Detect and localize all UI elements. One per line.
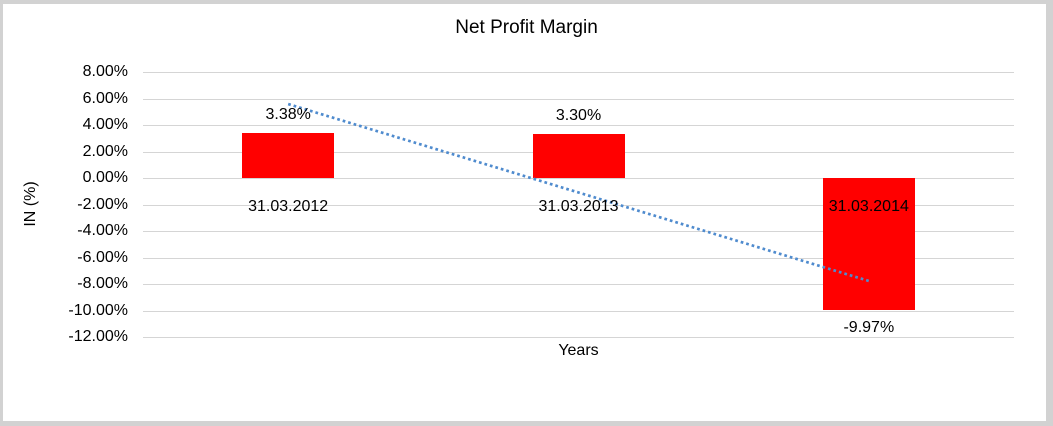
gridline [143, 204, 1014, 206]
trendline-segment [287, 102, 870, 283]
gridline [143, 125, 1014, 126]
gridline [143, 98, 1014, 100]
gridline [143, 310, 1014, 312]
gridline [143, 178, 1014, 179]
plot-area [143, 72, 1014, 338]
gridline [143, 231, 1014, 232]
gridline [143, 72, 1014, 73]
x-axis-title: Years [558, 342, 599, 359]
chart-title: Net Profit Margin [455, 17, 598, 38]
gridline [143, 257, 1014, 259]
gridline [143, 337, 1014, 338]
bar-31.03.2014 [822, 178, 915, 311]
y-axis-title: IN (%) [22, 181, 39, 227]
bar-31.03.2013 [532, 134, 625, 178]
bar-31.03.2012 [242, 133, 335, 178]
gridline [143, 284, 1014, 285]
